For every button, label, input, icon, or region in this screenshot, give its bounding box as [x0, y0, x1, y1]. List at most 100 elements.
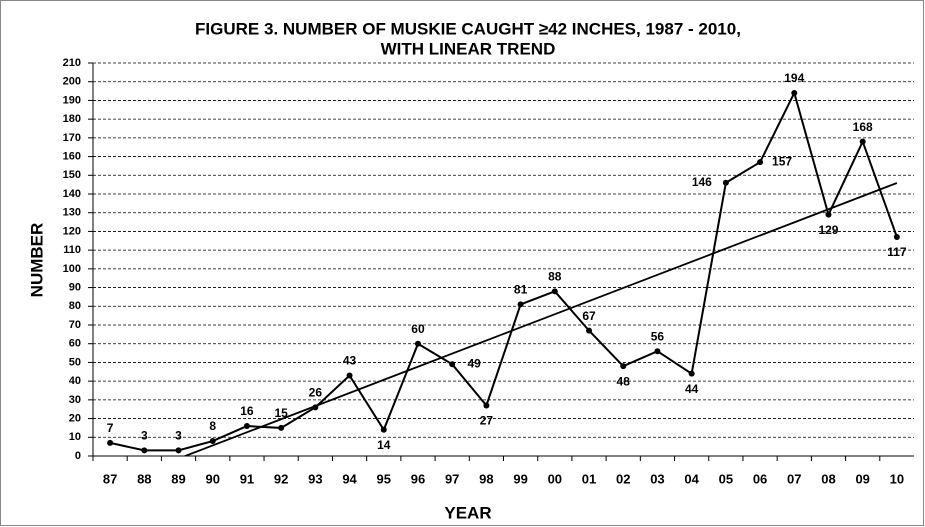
- x-tick-label: 01: [582, 471, 596, 486]
- y-tick-label: 60: [69, 338, 81, 350]
- x-tick-label: 96: [411, 471, 425, 486]
- y-tick-label: 130: [63, 207, 81, 219]
- data-label: 117: [887, 245, 907, 259]
- x-tick-label: 99: [513, 471, 527, 486]
- data-label: 16: [240, 404, 254, 418]
- data-point: [654, 348, 661, 355]
- trend-line: [182, 182, 898, 456]
- x-tick-label: 10: [890, 471, 904, 486]
- data-label: 146: [692, 175, 712, 189]
- data-label: 3: [175, 429, 182, 443]
- data-label: 3: [141, 429, 148, 443]
- x-tick-label: 06: [753, 471, 767, 486]
- data-point: [688, 370, 695, 377]
- x-tick-label: 08: [821, 471, 835, 486]
- data-label: 49: [468, 356, 482, 370]
- data-point: [483, 402, 490, 409]
- data-label: 88: [548, 269, 562, 283]
- y-tick-label: 30: [69, 394, 81, 406]
- data-point: [141, 447, 148, 454]
- y-tick-label: 200: [63, 76, 81, 88]
- x-tick-label: 90: [205, 471, 219, 486]
- y-tick-label: 0: [75, 450, 81, 462]
- x-tick-label: 95: [377, 471, 391, 486]
- y-tick-label: 170: [63, 132, 81, 144]
- x-tick-label: 07: [787, 471, 801, 486]
- x-tick-label: 98: [479, 471, 493, 486]
- data-label: 7: [107, 421, 114, 435]
- y-tick-label: 90: [69, 281, 81, 293]
- data-point: [757, 159, 764, 166]
- x-tick-label: 05: [719, 471, 733, 486]
- x-tick-label: 93: [308, 471, 322, 486]
- data-point: [722, 179, 729, 186]
- y-tick-label: 40: [69, 375, 81, 387]
- x-axis-label: YEAR: [444, 503, 491, 522]
- x-tick-label: 88: [137, 471, 151, 486]
- data-point: [551, 288, 558, 295]
- y-tick-label: 210: [63, 57, 81, 69]
- data-label: 129: [818, 223, 838, 237]
- data-label: 60: [411, 322, 425, 336]
- x-tick-label: 00: [548, 471, 562, 486]
- data-point: [449, 361, 456, 368]
- data-label: 44: [685, 382, 699, 396]
- data-point: [620, 363, 627, 370]
- x-tick-label: 04: [684, 471, 699, 486]
- data-point: [825, 211, 832, 218]
- x-tick-label: 97: [445, 471, 459, 486]
- data-point: [586, 327, 593, 334]
- x-tick-label: 09: [855, 471, 869, 486]
- x-tick-label: 87: [103, 471, 117, 486]
- data-label: 48: [617, 374, 631, 388]
- data-point: [175, 447, 182, 454]
- y-tick-label: 20: [69, 412, 81, 424]
- data-label: 194: [784, 71, 804, 85]
- y-tick-label: 160: [63, 150, 81, 162]
- chart-title: WITH LINEAR TREND: [381, 39, 556, 58]
- data-label: 43: [343, 354, 357, 368]
- data-point: [380, 426, 387, 433]
- data-label: 27: [480, 414, 494, 428]
- x-tick-label: 89: [171, 471, 185, 486]
- x-tick-label: 03: [650, 471, 664, 486]
- data-point: [893, 234, 900, 241]
- y-tick-label: 140: [63, 188, 81, 200]
- data-label: 168: [853, 120, 873, 134]
- data-point: [278, 424, 285, 431]
- y-tick-label: 100: [63, 263, 81, 275]
- data-line: [109, 90, 898, 452]
- y-tick-label: 120: [63, 225, 81, 237]
- data-point: [243, 423, 250, 430]
- data-point: [209, 438, 216, 445]
- data-point: [107, 439, 114, 446]
- data-point: [859, 138, 866, 145]
- x-tick-label: 92: [274, 471, 288, 486]
- data-point: [414, 340, 421, 347]
- y-tick-label: 190: [63, 94, 81, 106]
- chart-title: FIGURE 3. NUMBER OF MUSKIE CAUGHT ≥42 IN…: [195, 19, 741, 38]
- y-tick-label: 180: [63, 113, 81, 125]
- x-tick-label: 91: [240, 471, 254, 486]
- data-label: 157: [772, 154, 792, 168]
- y-axis-label: NUMBER: [27, 223, 46, 298]
- y-tick-label: 110: [63, 244, 81, 256]
- y-tick-label: 10: [69, 431, 81, 443]
- data-label: 81: [514, 283, 528, 297]
- data-label: 67: [582, 309, 596, 323]
- data-label: 14: [377, 438, 391, 452]
- y-tick-label: 150: [63, 169, 81, 181]
- data-point: [312, 404, 319, 411]
- data-label: 8: [209, 419, 216, 433]
- y-tick-label: 50: [69, 356, 81, 368]
- data-label: 26: [309, 386, 323, 400]
- y-tick-label: 70: [69, 319, 81, 331]
- data-point: [517, 301, 524, 308]
- data-point: [346, 372, 353, 379]
- data-label: 15: [274, 406, 288, 420]
- x-tick-label: 02: [616, 471, 630, 486]
- data-point: [791, 89, 798, 96]
- x-tick-label: 94: [342, 471, 357, 486]
